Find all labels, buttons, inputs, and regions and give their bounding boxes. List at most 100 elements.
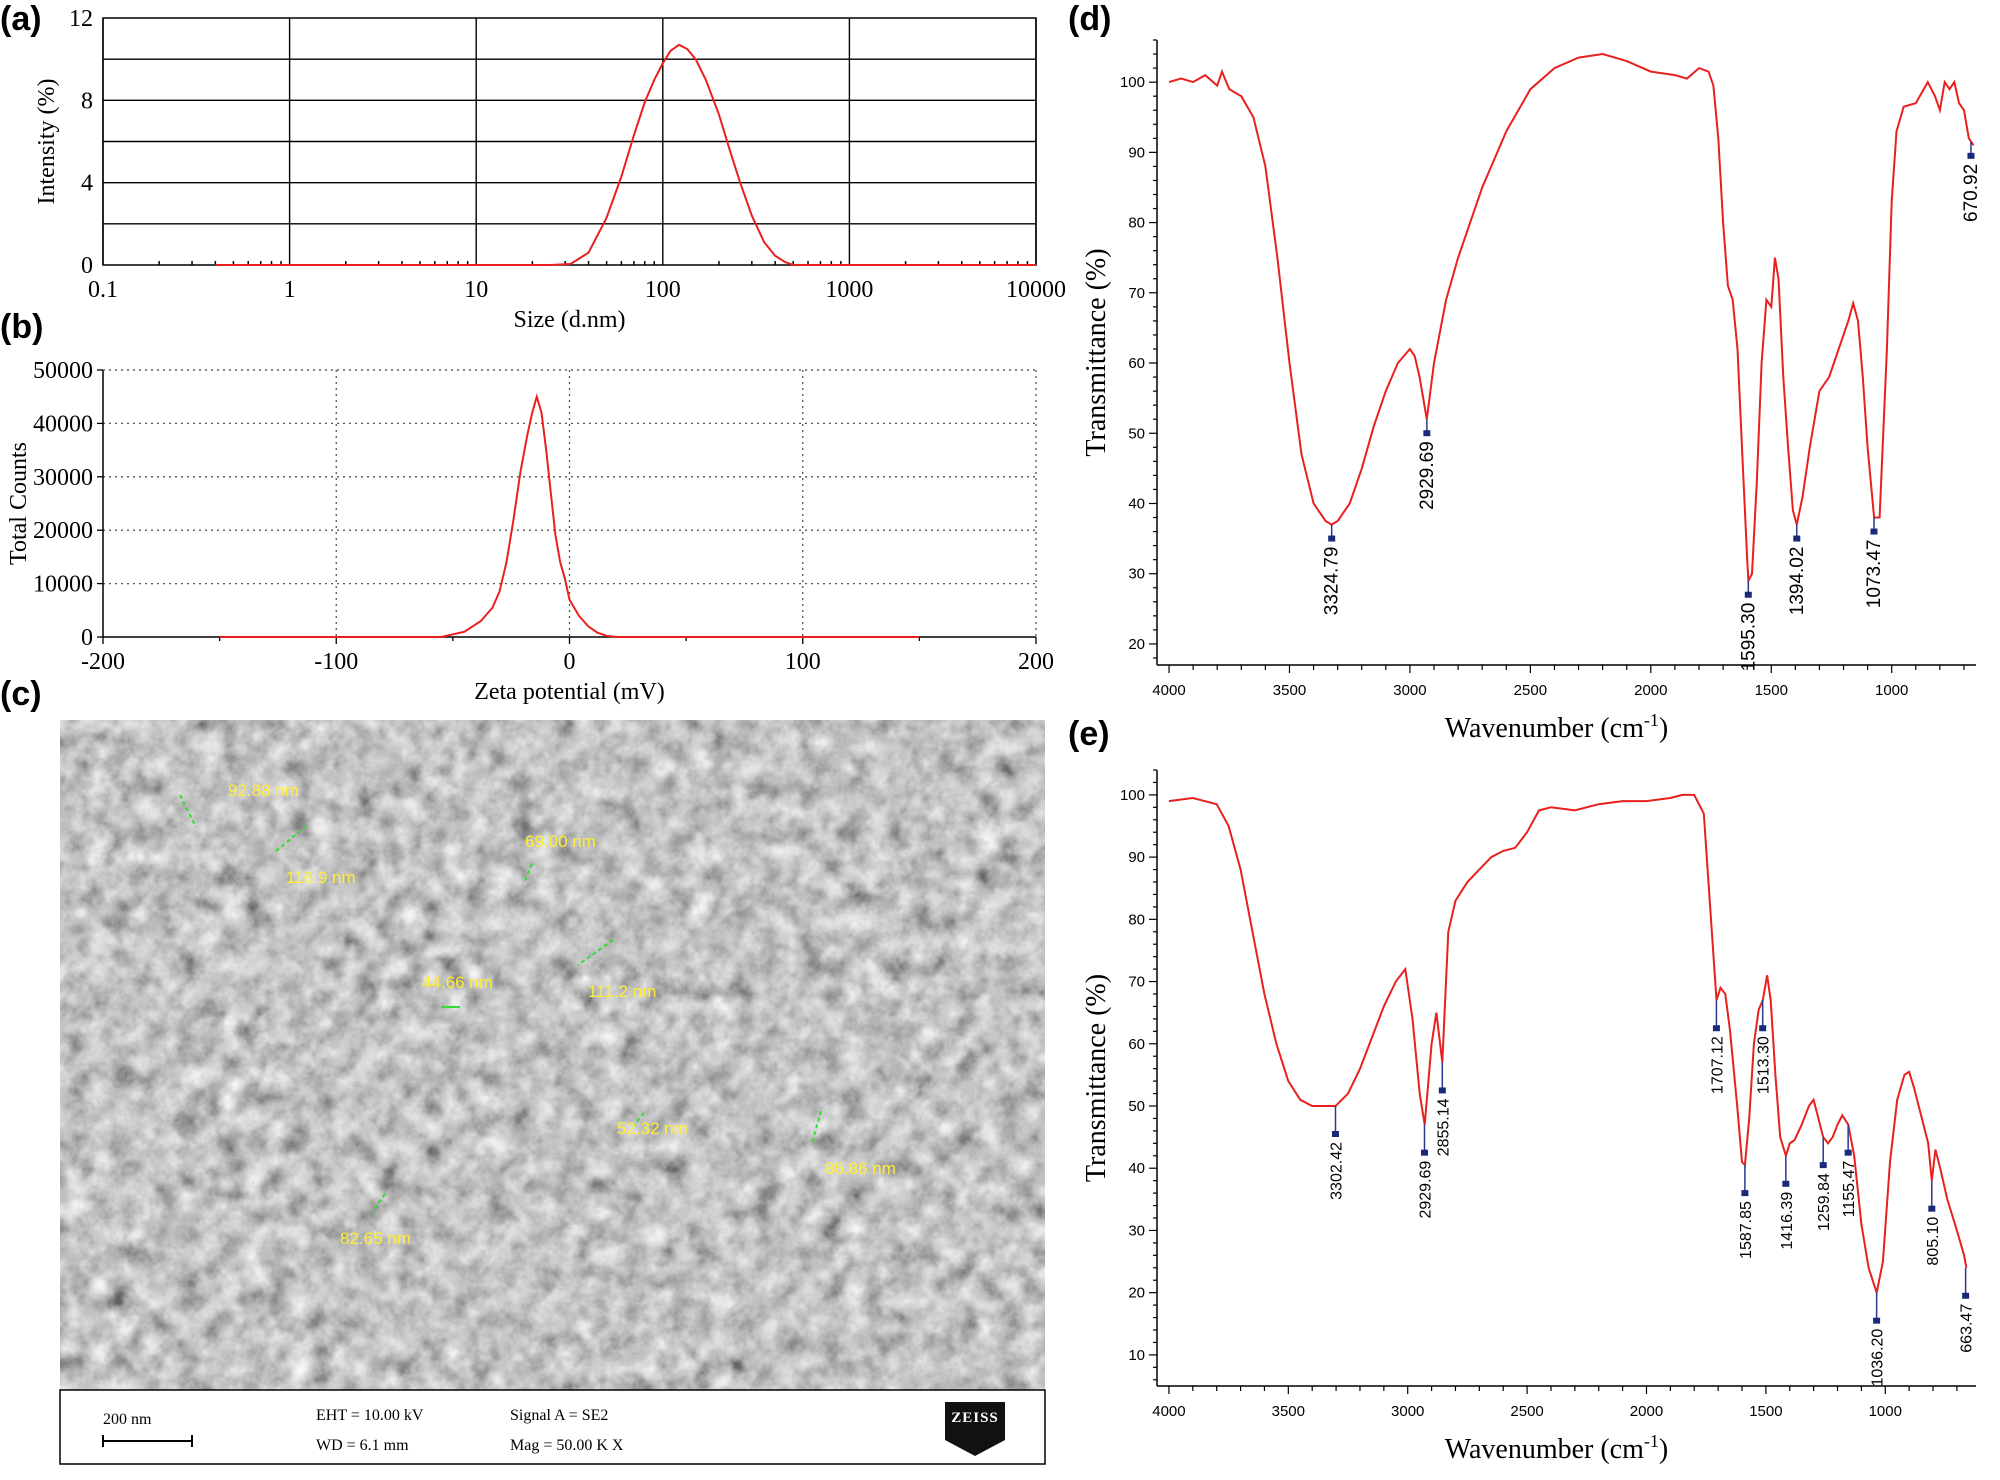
series-line-1	[219, 393, 920, 638]
y-tick-label: 40	[1128, 1160, 1145, 1177]
y-tick-label: 50	[1128, 425, 1145, 442]
y-tick-label: 90	[1128, 849, 1145, 866]
peak-label-0: 3302.42	[1329, 1142, 1346, 1200]
peak-label-3: 1707.12	[1709, 1036, 1726, 1094]
x-tick-label: 3500	[1272, 1403, 1305, 1420]
y-tick-label: 20	[1128, 1285, 1145, 1302]
x-tick-label: 100	[645, 277, 681, 303]
sem-scale-label: 200 nm	[103, 1411, 152, 1428]
x-tick-label: 3000	[1391, 1403, 1424, 1420]
x-tick-label: 0.1	[88, 277, 118, 303]
peak-marker-2	[1744, 591, 1752, 598]
x-axis-label: Size (d.nm)	[514, 307, 626, 333]
peak-label-1: 2929.69	[1418, 1161, 1435, 1219]
peak-marker-4	[1741, 1190, 1749, 1197]
x-tick-label: 4000	[1152, 1403, 1185, 1420]
y-tick-label: 10	[1128, 1347, 1145, 1364]
peak-label-0: 3324.79	[1322, 547, 1343, 616]
peak-label-8: 1155.47	[1841, 1161, 1858, 1218]
peak-marker-0	[1328, 535, 1336, 542]
y-tick-label: 70	[1128, 285, 1145, 302]
svg-text:ZEISS: ZEISS	[951, 1410, 999, 1426]
panel-letter-e: (e)	[1068, 715, 1110, 753]
y-tick-label: 10000	[33, 572, 93, 598]
y-axis-label: Total Counts	[6, 442, 32, 565]
peak-label-5: 1513.30	[1756, 1036, 1773, 1094]
sem-measure-arrows	[179, 794, 822, 1213]
x-axis-label: Wavenumber (cm-1)	[1445, 710, 1668, 744]
x-axis-label: Zeta potential (mV)	[474, 679, 665, 705]
x-tick-label: 2000	[1634, 682, 1667, 699]
zeta-potential-chart: -200 -100 0 100 200 0 10000 20000 30000 40000 5000…	[6, 358, 1054, 705]
peak-marker-4	[1870, 528, 1878, 535]
sem-eht: EHT = 10.00 kV	[316, 1407, 424, 1424]
x-tick-label: 1500	[1755, 682, 1788, 699]
y-tick-label: 50000	[33, 358, 93, 384]
y-tick-label: 0	[81, 625, 93, 651]
arrow-8	[371, 1193, 386, 1213]
panel-letter-b: (b)	[0, 308, 43, 346]
x-tick-label: 100	[785, 649, 821, 675]
sem-measure-8: 82.65 nm	[340, 1229, 411, 1248]
sem-measure-2: 116.9 nm	[286, 868, 356, 887]
panel-letter-a: (a)	[0, 0, 42, 38]
peak-marker-7	[1819, 1162, 1827, 1169]
peak-label-1: 2929.69	[1417, 441, 1438, 510]
y-tick-label: 30000	[33, 465, 93, 491]
x-tick-label: 1000	[1869, 1403, 1902, 1420]
sem-micrograph: 92.88 nm 116.9 nm 69.00 nm 111.2 nm 44.6…	[59, 720, 1046, 1465]
y-axis-label: Intensity (%)	[34, 79, 60, 205]
x-tick-label: 1500	[1749, 1403, 1782, 1420]
x-tick-label: 3500	[1273, 682, 1306, 699]
y-tick-label: 40	[1128, 495, 1145, 512]
peak-marker-8	[1844, 1149, 1852, 1156]
y-tick-label: 0	[81, 253, 93, 279]
x-tick-label: 10000	[1006, 277, 1066, 303]
sem-wd: WD = 6.1 mm	[316, 1437, 409, 1454]
x-tick-label: 1000	[825, 277, 873, 303]
peak-label-7: 1259.84	[1816, 1173, 1833, 1231]
y-tick-label: 20000	[33, 518, 93, 544]
x-axis-label: Wavenumber (cm-1)	[1445, 1431, 1668, 1465]
x-tick-label: 1000	[1875, 682, 1908, 699]
peak-label-5: 670.92	[1961, 164, 1982, 222]
series-line-3	[1168, 793, 1968, 1297]
x-tick-label: 10	[464, 277, 488, 303]
peak-marker-5	[1967, 152, 1975, 159]
peak-label-11: 663.47	[1959, 1304, 1976, 1353]
peak-label-2: 1595.30	[1738, 603, 1759, 672]
peak-label-4: 1587.85	[1738, 1201, 1755, 1259]
sem-mag: Mag = 50.00 K X	[510, 1437, 624, 1454]
y-tick-label: 8	[81, 88, 93, 114]
y-tick-label: 4	[81, 171, 93, 197]
peak-marker-1	[1423, 430, 1431, 437]
peak-marker-3	[1793, 535, 1801, 542]
peak-marker-1	[1421, 1149, 1429, 1156]
peak-marker-2	[1438, 1087, 1446, 1094]
arrow-6	[633, 1112, 645, 1126]
series-line-0	[215, 43, 1036, 266]
sem-measure-1: 92.88 nm	[228, 781, 299, 800]
panel-letter-c: (c)	[0, 675, 42, 713]
dls-size-chart: 0.1 1 10 100 1000 10000 0 4 8 12 Size (d.nm) Intens…	[34, 6, 1066, 333]
x-tick-label: 2500	[1514, 682, 1547, 699]
y-tick-label: 40000	[33, 411, 93, 437]
peak-marker-3	[1712, 1025, 1720, 1032]
arrow-3	[523, 863, 533, 884]
x-tick-label: 1	[284, 277, 296, 303]
arrow-1	[179, 794, 197, 828]
y-tick-label: 30	[1128, 566, 1145, 583]
x-tick-label: 2500	[1510, 1403, 1543, 1420]
sem-measure-7: 86.86 nm	[825, 1159, 896, 1178]
peak-label-2: 2855.14	[1435, 1098, 1452, 1156]
peak-marker-0	[1332, 1131, 1340, 1137]
peak-marker-5	[1759, 1025, 1767, 1032]
x-tick-label: 200	[1018, 649, 1054, 675]
x-tick-label: 0	[564, 649, 576, 675]
x-tick-label: 4000	[1152, 682, 1185, 699]
y-tick-label: 100	[1120, 74, 1145, 91]
x-tick-label: -100	[314, 649, 358, 675]
sem-measure-4: 111.2 nm	[588, 982, 656, 1001]
peak-label-4: 1073.47	[1864, 540, 1885, 609]
